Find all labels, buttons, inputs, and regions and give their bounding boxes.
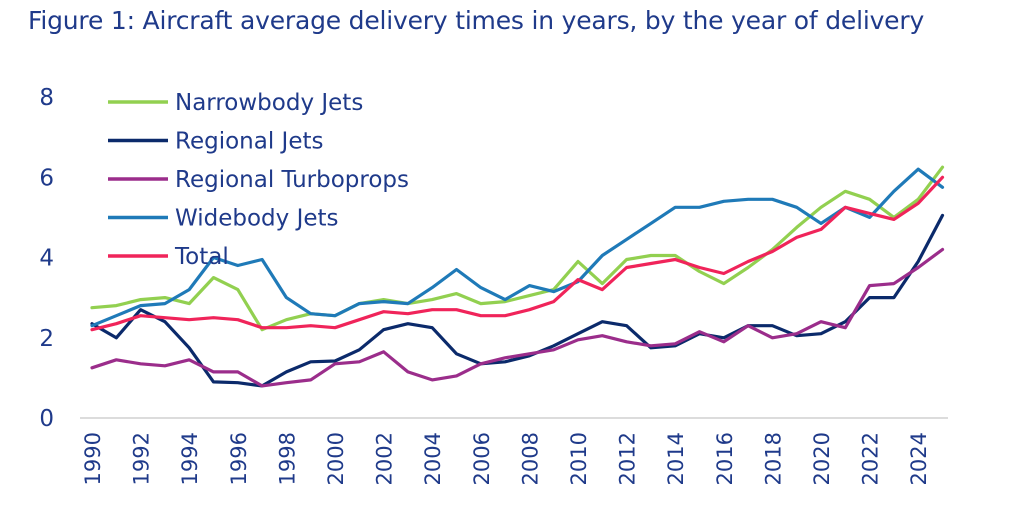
chart-title: Figure 1: Aircraft average delivery time… xyxy=(28,6,925,35)
x-tick-label: 2022 xyxy=(859,432,883,485)
x-tick-label: 1998 xyxy=(275,432,299,485)
series-line-total xyxy=(90,175,945,332)
series-lines xyxy=(90,165,945,388)
x-tick-label: 2000 xyxy=(324,432,348,485)
x-tick-label: 2024 xyxy=(907,432,931,485)
y-tick-label: 4 xyxy=(39,246,54,272)
x-tick-label: 2008 xyxy=(518,432,542,485)
legend-label-total: Total xyxy=(174,244,229,270)
x-tick-label: 2012 xyxy=(616,432,640,485)
x-axis-labels: 1990 1992 1994 1996 1998 2000 2002 2004 2006 2008… xyxy=(81,432,931,485)
series-line-regional-jets xyxy=(90,213,945,388)
y-tick-label: 2 xyxy=(39,326,54,352)
x-tick-label: 2014 xyxy=(664,432,688,485)
x-tick-label: 2004 xyxy=(421,432,445,485)
series-line-regional-turboprops xyxy=(90,247,945,388)
x-tick-label: 2002 xyxy=(373,432,397,485)
legend-label-regional-jets: Regional Jets xyxy=(175,129,323,155)
x-tick-label: 2018 xyxy=(761,432,785,485)
x-tick-label: 1990 xyxy=(81,432,105,485)
x-tick-label: 1992 xyxy=(130,432,154,485)
legend-label-regional-turboprops: Regional Turboprops xyxy=(175,167,409,193)
y-tick-label: 6 xyxy=(39,165,54,191)
y-tick-label: 8 xyxy=(39,85,54,111)
x-tick-label: 2020 xyxy=(810,432,834,485)
x-tick-label: 2010 xyxy=(567,432,591,485)
x-tick-label: 1994 xyxy=(178,432,202,485)
series-line-widebody-jets xyxy=(90,167,945,328)
y-axis-labels: 0 2 4 6 8 xyxy=(39,85,54,432)
x-tick-label: 1996 xyxy=(227,432,251,485)
legend-label-widebody-jets: Widebody Jets xyxy=(175,206,339,232)
legend-label-narrowbody-jets: Narrowbody Jets xyxy=(175,90,363,116)
x-tick-label: 2016 xyxy=(713,432,737,485)
series-line-narrowbody-jets xyxy=(90,165,945,332)
y-tick-label: 0 xyxy=(39,406,54,432)
x-tick-label: 2006 xyxy=(470,432,494,485)
legend: Narrowbody Jets Regional Jets Regional Tur… xyxy=(108,90,409,270)
